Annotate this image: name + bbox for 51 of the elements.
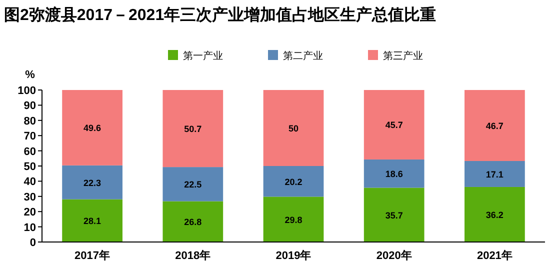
data-label: 18.6 bbox=[385, 169, 403, 180]
x-tick-label: 2020年 bbox=[376, 249, 412, 262]
bar bbox=[464, 186, 525, 242]
bar bbox=[62, 199, 122, 242]
data-label: 29.8 bbox=[284, 214, 302, 225]
bar bbox=[162, 167, 224, 202]
bar bbox=[464, 160, 525, 187]
bar bbox=[62, 165, 122, 200]
chart-title: 图2弥渡县2017－2021年三次产业增加值占地区生产总值比重 bbox=[4, 6, 436, 24]
data-label: 22.5 bbox=[184, 180, 202, 190]
data-label: 35.7 bbox=[385, 210, 403, 220]
y-tick-label: 70 bbox=[24, 130, 36, 143]
bar bbox=[162, 90, 224, 168]
data-label: 22.3 bbox=[84, 178, 102, 188]
data-label: 28.1 bbox=[84, 216, 102, 226]
bar bbox=[464, 90, 525, 161]
data-label: 26.8 bbox=[184, 217, 202, 228]
data-label: 49.6 bbox=[84, 123, 102, 134]
bar bbox=[62, 90, 122, 166]
data-label: 46.7 bbox=[486, 120, 504, 131]
x-tick-label: 2019年 bbox=[276, 249, 312, 262]
bar bbox=[364, 90, 424, 160]
bar bbox=[263, 90, 324, 166]
data-label: 50.7 bbox=[184, 124, 202, 134]
bar bbox=[364, 188, 424, 242]
bar bbox=[364, 159, 424, 188]
data-label: 45.7 bbox=[385, 120, 403, 130]
bar bbox=[263, 196, 324, 242]
y-tick-label: 10 bbox=[24, 222, 36, 234]
data-label: 50 bbox=[288, 124, 299, 134]
data-label: 20.2 bbox=[284, 176, 302, 187]
y-axis-title: % bbox=[25, 69, 36, 81]
data-label: 36.2 bbox=[486, 210, 504, 220]
y-tick-label: 60 bbox=[24, 146, 36, 158]
bar bbox=[162, 201, 224, 242]
x-tick-label: 2021年 bbox=[476, 249, 512, 262]
y-tick-label: 30 bbox=[24, 191, 36, 204]
y-tick-label: 80 bbox=[24, 115, 36, 128]
legend-label: 第二产业 bbox=[283, 50, 323, 62]
x-tick-label: 2018年 bbox=[175, 249, 211, 262]
bar bbox=[263, 166, 324, 197]
y-tick-label: 0 bbox=[30, 237, 36, 249]
y-tick-label: 50 bbox=[24, 161, 36, 173]
y-tick-label: 90 bbox=[24, 100, 36, 112]
y-tick-label: 20 bbox=[24, 206, 36, 219]
x-tick-label: 2017年 bbox=[74, 249, 110, 262]
data-label: 17.1 bbox=[486, 169, 504, 180]
legend-label: 第一产业 bbox=[183, 50, 223, 62]
y-tick-label: 100 bbox=[18, 85, 36, 97]
legend-label: 第三产业 bbox=[383, 50, 423, 62]
y-tick-label: 40 bbox=[24, 176, 36, 188]
